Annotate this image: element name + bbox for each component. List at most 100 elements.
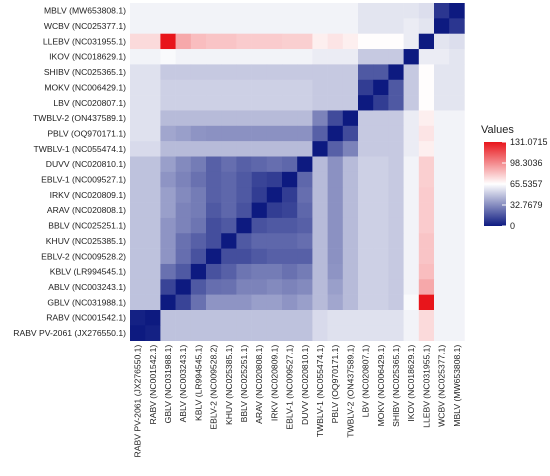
- heatmap-cell: [145, 33, 161, 50]
- heatmap-cell: [206, 233, 222, 249]
- heatmap-cell: [418, 3, 435, 19]
- row-label: TWBLV-2 (ON437589.1): [33, 113, 126, 123]
- heatmap-cell: [266, 279, 283, 295]
- heatmap-cell: [266, 79, 283, 96]
- heatmap-cell: [449, 49, 465, 65]
- heatmap-cell: [297, 18, 313, 34]
- column-label: IRKV (NC020809.1): [269, 345, 279, 422]
- heatmap-cell: [160, 248, 176, 265]
- heatmap-cell: [145, 18, 161, 34]
- heatmap-cell: [251, 125, 268, 142]
- heatmap-cell: [434, 294, 450, 311]
- heatmap-cell: [418, 325, 435, 341]
- heatmap-cell: [312, 110, 328, 127]
- heatmap-cell: [251, 95, 268, 111]
- heatmap-cell: [373, 187, 389, 203]
- legend: Values 0 32.7679 65.5357 98.3036 131.0715: [481, 124, 548, 231]
- heatmap-cell: [312, 233, 328, 249]
- heatmap-cell: [130, 125, 146, 142]
- heatmap-cell: [388, 156, 404, 173]
- heatmap-cell: [388, 310, 404, 326]
- heatmap-cell: [342, 156, 359, 173]
- heatmap-cell: [388, 325, 404, 341]
- heatmap-cell: [312, 79, 328, 96]
- heatmap-cell: [160, 294, 176, 311]
- heatmap-cell: [175, 248, 192, 265]
- heatmap-cell: [418, 248, 435, 265]
- heatmap-cell: [175, 110, 192, 127]
- heatmap-cell: [418, 233, 435, 249]
- heatmap-cell: [190, 202, 207, 219]
- heatmap-cell: [190, 3, 207, 19]
- heatmap-cell: [206, 187, 222, 203]
- heatmap-cell: [160, 279, 176, 295]
- heatmap-cell: [251, 18, 268, 34]
- heatmap-cell: [206, 202, 222, 219]
- column-label: PBLV (OQ970171.1): [330, 345, 340, 424]
- heatmap-cell: [312, 310, 328, 326]
- heatmap-cell: [130, 279, 146, 295]
- heatmap-cell: [434, 233, 450, 249]
- heatmap-cell: [403, 325, 420, 341]
- heatmap-cell: [282, 64, 298, 81]
- heatmap-cell: [373, 279, 389, 295]
- heatmap-cell: [266, 64, 283, 81]
- heatmap-cell: [312, 325, 328, 341]
- heatmap-cell: [130, 110, 146, 127]
- heatmap-cell: [160, 310, 176, 326]
- heatmap-cell: [190, 187, 207, 203]
- row-label: DUVV (NC020810.1): [46, 159, 126, 169]
- heatmap-cell: [358, 202, 374, 219]
- heatmap-cell: [449, 248, 465, 265]
- heatmap-cell: [388, 33, 404, 50]
- heatmap-cell: [434, 187, 450, 203]
- heatmap-cells: [130, 3, 465, 341]
- heatmap-cell: [358, 79, 374, 96]
- heatmap-cell: [434, 95, 450, 111]
- heatmap-cell: [160, 33, 176, 50]
- heatmap-cell: [312, 64, 328, 81]
- heatmap-cell: [418, 263, 435, 280]
- heatmap-cell: [221, 171, 237, 188]
- heatmap-cell: [312, 187, 328, 203]
- heatmap-cell: [190, 325, 207, 341]
- heatmap-cell: [236, 64, 252, 81]
- heatmap-cell: [449, 325, 465, 341]
- heatmap-cell: [221, 33, 237, 50]
- heatmap-cell: [388, 79, 404, 96]
- heatmap-cell: [434, 64, 450, 81]
- heatmap-cell: [342, 18, 359, 34]
- heatmap-cell: [418, 141, 435, 157]
- heatmap-cell: [130, 95, 146, 111]
- heatmap-cell: [175, 3, 192, 19]
- heatmap-cell: [266, 248, 283, 265]
- heatmap-cell: [358, 33, 374, 50]
- heatmap-cell: [175, 263, 192, 280]
- heatmap-cell: [449, 64, 465, 81]
- column-label: MOKV (NC006429.1): [376, 345, 386, 427]
- heatmap-cell: [221, 64, 237, 81]
- heatmap-cell: [312, 33, 328, 50]
- heatmap-cell: [403, 248, 420, 265]
- heatmap-cell: [434, 279, 450, 295]
- heatmap-cell: [388, 233, 404, 249]
- heatmap-cell: [449, 217, 465, 234]
- heatmap-cell: [358, 125, 374, 142]
- heatmap-cell: [327, 202, 344, 219]
- heatmap-cell: [449, 233, 465, 249]
- heatmap-cell: [449, 279, 465, 295]
- heatmap-cell: [358, 156, 374, 173]
- heatmap-cell: [327, 248, 344, 265]
- heatmap-cell: [297, 64, 313, 81]
- heatmap-cell: [130, 79, 146, 96]
- heatmap-cell: [327, 18, 344, 34]
- heatmap-cell: [206, 217, 222, 234]
- heatmap-cell: [342, 294, 359, 311]
- heatmap-cell: [297, 3, 313, 19]
- heatmap-cell: [358, 64, 374, 81]
- row-label: PBLV (OQ970171.1): [47, 128, 126, 138]
- heatmap-cell: [388, 64, 404, 81]
- heatmap-cell: [342, 217, 359, 234]
- heatmap-cell: [221, 110, 237, 127]
- heatmap-cell: [251, 279, 268, 295]
